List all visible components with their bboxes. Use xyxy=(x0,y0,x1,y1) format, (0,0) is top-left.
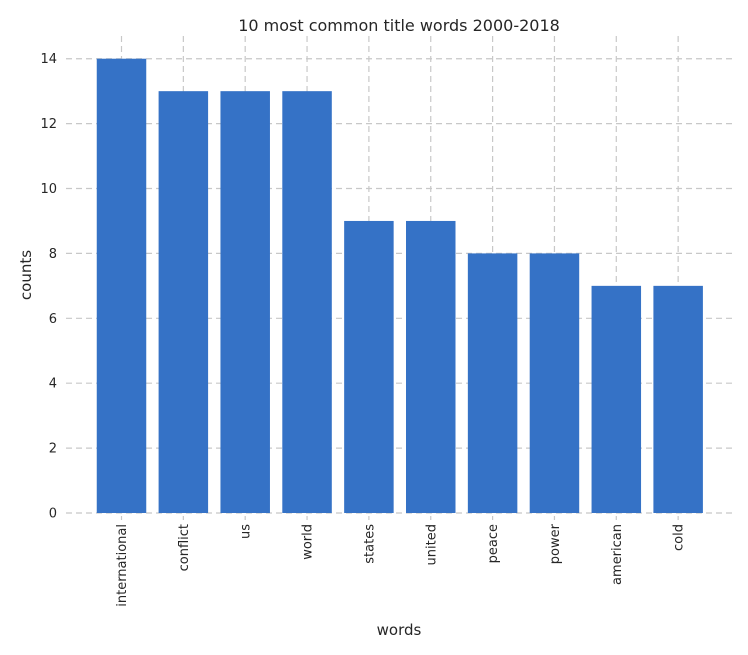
bar xyxy=(344,220,394,514)
x-tick-label: united xyxy=(424,524,439,565)
y-tick-label: 8 xyxy=(49,247,57,262)
y-tick-label: 14 xyxy=(40,52,57,67)
bar xyxy=(467,253,518,514)
y-tick-label: 10 xyxy=(40,182,57,197)
x-tick-label: power xyxy=(548,523,563,564)
x-tick-label: conflict xyxy=(177,524,192,571)
x-axis-label: words xyxy=(377,621,422,639)
x-axis-ticks: international conflict us world states united… xyxy=(115,523,687,606)
x-tick-label: us xyxy=(239,524,254,539)
bar xyxy=(282,91,332,513)
x-tick-label: international xyxy=(115,524,130,607)
y-axis-label: counts xyxy=(17,250,35,300)
chart-title: 10 most common title words 2000-2018 xyxy=(238,16,560,35)
bar xyxy=(653,285,703,513)
bar xyxy=(591,285,642,513)
y-tick-label: 2 xyxy=(49,442,57,457)
y-tick-label: 0 xyxy=(49,507,57,522)
x-tick-label: american xyxy=(610,524,625,585)
x-tick-label: world xyxy=(301,524,316,560)
x-tick-label: cold xyxy=(672,524,687,551)
y-axis-ticks: 0 2 4 6 8 10 12 14 xyxy=(40,52,57,521)
x-tick-label: states xyxy=(362,524,377,564)
bars xyxy=(96,58,703,514)
x-tick-label: peace xyxy=(486,524,501,563)
bar xyxy=(220,91,270,513)
bar xyxy=(406,220,456,514)
y-tick-label: 12 xyxy=(40,117,57,132)
bar xyxy=(158,91,209,513)
y-tick-label: 6 xyxy=(49,312,57,327)
bar xyxy=(96,58,147,513)
bar xyxy=(529,253,580,514)
y-tick-label: 4 xyxy=(49,377,57,392)
